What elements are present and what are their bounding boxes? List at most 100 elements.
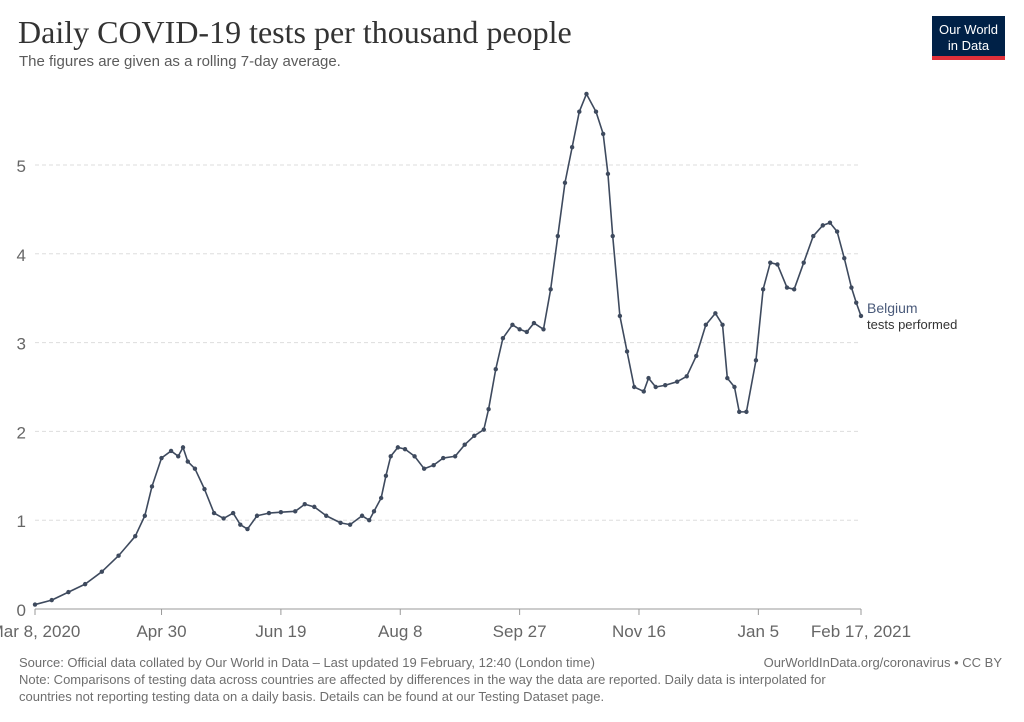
x-tick-label: Mar 8, 2020 xyxy=(0,622,80,641)
data-point xyxy=(720,322,725,328)
y-tick-label: 1 xyxy=(17,512,26,531)
data-point xyxy=(674,379,680,384)
data-point xyxy=(760,287,766,292)
data-point xyxy=(116,553,121,558)
data-point xyxy=(176,454,181,459)
data-point xyxy=(510,322,515,328)
data-point xyxy=(600,131,606,137)
data-point xyxy=(142,513,148,518)
data-point xyxy=(266,510,272,516)
data-point xyxy=(584,91,589,97)
data-point xyxy=(472,433,477,439)
data-point xyxy=(849,285,854,290)
data-point xyxy=(149,484,155,489)
data-point xyxy=(230,510,236,516)
data-point xyxy=(784,285,790,290)
x-tick-label: Nov 16 xyxy=(612,622,666,641)
data-point xyxy=(653,384,658,390)
data-point xyxy=(412,454,417,459)
y-tick-label: 4 xyxy=(17,246,26,265)
data-point xyxy=(605,171,611,177)
series-group xyxy=(32,91,864,607)
data-point xyxy=(192,466,198,471)
data-point xyxy=(646,375,651,381)
data-point xyxy=(388,454,393,459)
data-point xyxy=(684,374,689,379)
data-point xyxy=(811,233,816,239)
data-point xyxy=(493,367,498,372)
logo-line-1: Our World xyxy=(939,22,998,37)
data-point xyxy=(703,322,709,328)
y-tick-label: 5 xyxy=(17,157,26,176)
data-point xyxy=(486,407,491,412)
x-tick-label: Sep 27 xyxy=(493,622,547,641)
data-point xyxy=(159,455,164,461)
data-point xyxy=(371,509,377,514)
data-point xyxy=(359,513,365,518)
data-point xyxy=(593,109,599,114)
data-point xyxy=(302,502,307,507)
data-point xyxy=(834,229,840,234)
data-point xyxy=(462,442,467,447)
data-point xyxy=(421,466,427,471)
chart-title: Daily COVID-19 tests per thousand people xyxy=(18,14,572,50)
data-point xyxy=(713,311,718,316)
methodology-note-line-2: countries not reporting testing data on … xyxy=(19,689,605,704)
data-point xyxy=(395,445,401,450)
x-tick-label: Feb 17, 2021 xyxy=(811,622,911,641)
owid-logo[interactable]: Our World in Data xyxy=(932,16,1005,60)
data-point xyxy=(753,358,759,363)
data-point xyxy=(569,145,575,150)
data-point xyxy=(238,522,243,527)
data-point xyxy=(694,353,699,359)
owid-link[interactable]: OurWorldInData.org/coronavirus • CC BY xyxy=(763,655,1002,670)
data-point xyxy=(168,448,174,454)
data-point xyxy=(541,327,546,332)
data-point xyxy=(99,569,105,574)
chart-subtitle: The figures are given as a rolling 7-day… xyxy=(19,53,341,70)
data-point xyxy=(481,427,487,432)
logo-line-2: in Data xyxy=(947,38,990,53)
source-note: Source: Official data collated by Our Wo… xyxy=(19,655,595,670)
series-label: Belgium xyxy=(867,300,918,316)
data-point xyxy=(367,518,372,523)
x-tick-label: Jun 19 xyxy=(255,622,306,641)
data-point xyxy=(185,459,190,464)
data-point xyxy=(383,473,389,478)
data-point xyxy=(725,375,730,381)
y-tick-label: 2 xyxy=(17,423,26,442)
data-point xyxy=(737,409,742,415)
data-point xyxy=(82,581,88,587)
data-point xyxy=(858,313,864,319)
x-axis: Mar 8, 2020 Apr 30 Jun 19 Aug 8 Sep 27 Nov 16… xyxy=(0,608,911,641)
data-point xyxy=(293,509,298,514)
x-tick-label: Aug 8 xyxy=(378,622,422,641)
data-point xyxy=(245,526,250,532)
data-point xyxy=(524,329,529,335)
data-point xyxy=(555,233,561,239)
y-tick-label: 0 xyxy=(17,601,26,620)
data-point xyxy=(32,602,38,607)
data-point xyxy=(517,327,522,332)
data-point xyxy=(49,597,54,603)
data-point xyxy=(338,520,343,526)
data-point xyxy=(347,522,353,527)
data-point xyxy=(202,486,207,492)
data-point xyxy=(791,287,797,292)
data-point xyxy=(732,384,737,390)
data-point xyxy=(180,445,186,450)
data-point xyxy=(431,462,436,468)
y-axis-ticks: 0 1 2 3 4 5 xyxy=(17,157,26,620)
data-point xyxy=(548,287,553,292)
data-point xyxy=(441,455,446,461)
data-point xyxy=(254,513,260,518)
data-point xyxy=(562,180,568,185)
data-point xyxy=(744,409,749,415)
series-line xyxy=(34,93,862,606)
methodology-note-line-1: Note: Comparisons of testing data across… xyxy=(19,672,826,687)
data-point xyxy=(324,513,329,518)
data-point xyxy=(378,495,384,501)
data-point xyxy=(820,223,826,228)
